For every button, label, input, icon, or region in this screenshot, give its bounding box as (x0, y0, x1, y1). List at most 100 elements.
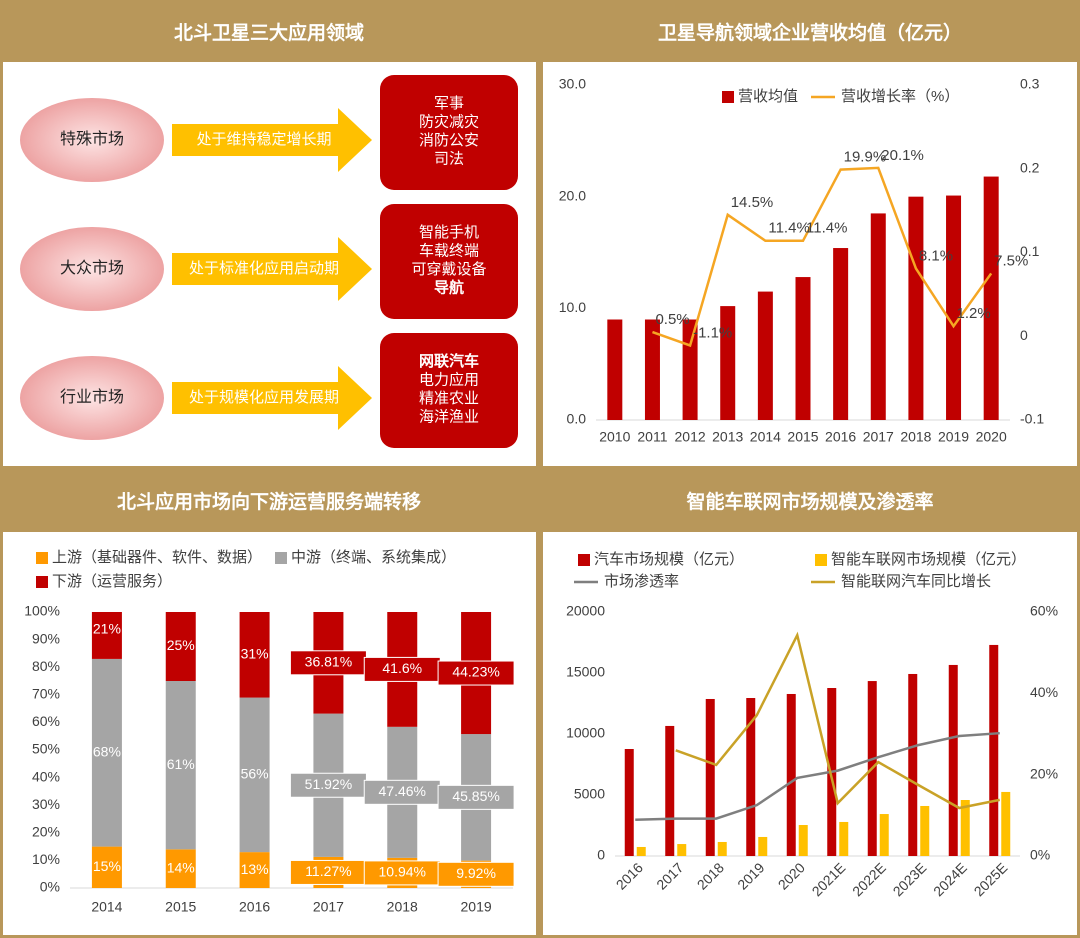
y2-tick-label: 0.3 (1020, 76, 1040, 92)
y-tick-label: 40% (32, 768, 60, 784)
bar (1001, 791, 1011, 856)
data-label: 21% (93, 621, 121, 637)
bar (717, 841, 727, 856)
bar (839, 821, 849, 856)
legend-swatch (722, 91, 734, 103)
x-tick-label: 2014 (91, 899, 122, 915)
x-tick-label: 2016 (239, 899, 270, 915)
data-label: 41.6% (382, 660, 422, 676)
y-tick-label: 0.0 (567, 411, 587, 427)
bar (607, 319, 623, 420)
bar (705, 698, 715, 856)
bar (677, 844, 687, 856)
market-ellipse (20, 227, 164, 311)
bar (833, 248, 849, 420)
data-label: 19.9% (844, 149, 887, 166)
item-label: 电力应用 (419, 370, 479, 388)
y2-tick-label: 0% (1030, 847, 1050, 863)
y2-tick-label: 0.2 (1020, 159, 1040, 175)
panel-title: 北斗应用市场向下游运营服务端转移 (117, 490, 421, 513)
line (675, 631, 1000, 810)
data-label: 47.46% (379, 783, 426, 799)
bar (946, 195, 962, 420)
bar (624, 749, 634, 856)
label-box (289, 650, 367, 676)
bar (757, 291, 773, 420)
arrow-label: 处于维持稳定增长期 (196, 131, 331, 148)
y-tick-label: 50% (32, 741, 60, 757)
market-label: 特殊市场 (60, 130, 124, 148)
y-tick-label: 5000 (574, 786, 605, 802)
item-label: 防灾减灾 (419, 113, 479, 130)
arrow-label: 处于标准化应用启动期 (189, 259, 339, 277)
data-label: 13% (241, 861, 269, 877)
market-ellipse (20, 98, 164, 182)
y-tick-label: 80% (32, 658, 60, 674)
arrow (172, 237, 372, 301)
legend-label: 营收均值 (738, 88, 798, 105)
legend-swatch (275, 552, 287, 564)
x-tick-label: 2011 (637, 429, 667, 445)
bar (983, 176, 999, 420)
data-label: 11.27% (305, 863, 351, 879)
x-tick-label: 2018 (387, 899, 418, 915)
y-tick-label: 90% (32, 630, 60, 646)
legend-swatch (578, 554, 590, 566)
y-tick-label: 60% (32, 713, 60, 729)
data-label: 7.5% (994, 252, 1028, 269)
market-ellipse (20, 356, 164, 440)
x-tick-label: 2016 (825, 429, 856, 445)
y2-tick-label: 60% (1030, 603, 1058, 619)
bar (795, 277, 811, 420)
y-tick-label: 100% (24, 603, 60, 619)
x-tick-label: 2017 (313, 899, 344, 915)
data-label: 68% (93, 743, 121, 759)
y2-tick-label: 0 (1020, 327, 1028, 343)
y-tick-label: 10% (32, 851, 60, 867)
x-tick-label: 2019 (938, 429, 969, 445)
item-label: 海洋渔业 (419, 408, 479, 425)
legend-label: 营收增长率（%） (841, 88, 959, 105)
x-tick-label: 2018 (900, 429, 931, 445)
y-tick-label: 20% (32, 824, 60, 840)
panel-title: 智能车联网市场规模及渗透率 (686, 490, 933, 513)
data-label: 44.23% (452, 664, 499, 680)
legend-label: 中游（终端、系统集成） (291, 549, 456, 566)
data-label: 11.4% (806, 220, 847, 237)
panel-title: 卫星导航领域企业营收均值（亿元） (658, 21, 962, 44)
x-tick-label: 2017 (863, 429, 894, 445)
data-label: 10.94% (379, 864, 426, 880)
bar (786, 693, 796, 856)
legend-label: 智能联网汽车同比增长 (841, 572, 991, 590)
label-box (363, 779, 441, 805)
x-tick-label: 2015 (787, 429, 818, 445)
bar-segment (165, 849, 196, 888)
bar (665, 725, 675, 856)
line (652, 166, 993, 348)
item-label: 消防公安 (419, 132, 479, 149)
bar-segment (91, 658, 122, 847)
bar-segment (165, 612, 196, 681)
y-tick-label: 10.0 (559, 299, 586, 315)
bar (758, 836, 768, 856)
x-tick-label: 2013 (712, 429, 743, 445)
legend-label: 智能车联网市场规模（亿元） (831, 550, 1026, 568)
y2-tick-label: -0.1 (1020, 411, 1044, 427)
bar-segment (91, 612, 122, 659)
label-box (437, 861, 515, 887)
item-label: 车载终端 (419, 242, 479, 259)
item-label: 可穿戴设备 (411, 261, 486, 278)
x-tick-label: 2019 (461, 899, 492, 915)
y-tick-label: 30% (32, 796, 60, 812)
bar (636, 846, 646, 856)
item-label: 导航 (434, 278, 464, 296)
bar (746, 698, 756, 856)
y2-tick-label: 0.1 (1020, 243, 1040, 259)
data-label: 31% (241, 645, 269, 661)
item-box (380, 75, 518, 190)
data-label: 36.81% (305, 654, 352, 670)
y-tick-label: 10000 (566, 725, 605, 741)
data-label: 8.1% (919, 247, 953, 264)
x-tick-label: 2014 (750, 429, 781, 445)
